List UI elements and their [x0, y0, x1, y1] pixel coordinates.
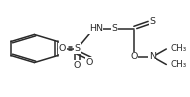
Text: S: S	[111, 24, 117, 33]
Text: N: N	[149, 52, 156, 61]
Text: CH₃: CH₃	[171, 61, 187, 69]
Text: CH₃: CH₃	[171, 44, 187, 53]
Text: S: S	[149, 17, 155, 26]
Text: O: O	[59, 44, 66, 53]
Text: O: O	[130, 52, 138, 61]
Text: HN: HN	[89, 24, 103, 33]
Text: S: S	[74, 44, 80, 53]
Text: O: O	[86, 58, 93, 67]
Text: O: O	[73, 61, 81, 70]
